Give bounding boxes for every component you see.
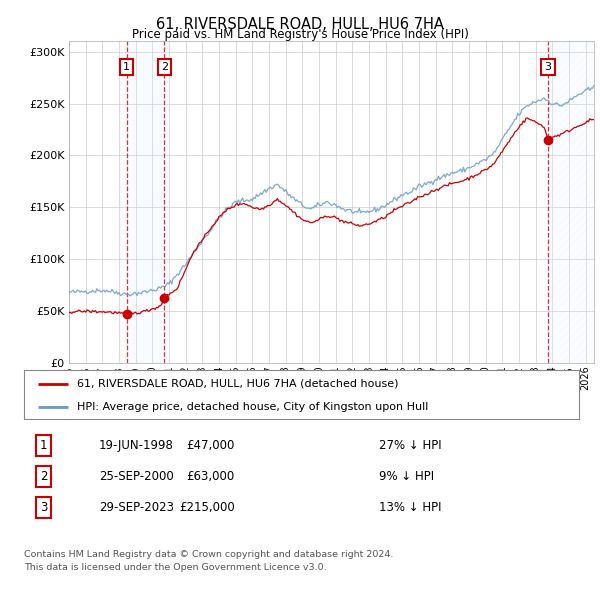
Bar [127, 41, 169, 363]
Text: 2: 2 [40, 470, 47, 483]
Bar [548, 41, 553, 363]
Text: 19-JUN-1998: 19-JUN-1998 [99, 439, 174, 452]
Text: 1: 1 [40, 439, 47, 452]
Text: HPI: Average price, detached house, City of Kingston upon Hull: HPI: Average price, detached house, City… [77, 402, 428, 412]
Text: Price paid vs. HM Land Registry's House Price Index (HPI): Price paid vs. HM Land Registry's House … [131, 28, 469, 41]
Text: £47,000: £47,000 [187, 439, 235, 452]
Text: 9% ↓ HPI: 9% ↓ HPI [379, 470, 434, 483]
Text: 1: 1 [123, 62, 130, 72]
Text: 25-SEP-2000: 25-SEP-2000 [99, 470, 173, 483]
Text: 61, RIVERSDALE ROAD, HULL, HU6 7HA: 61, RIVERSDALE ROAD, HULL, HU6 7HA [156, 17, 444, 31]
Text: 3: 3 [544, 62, 551, 72]
Text: 3: 3 [40, 501, 47, 514]
Text: 61, RIVERSDALE ROAD, HULL, HU6 7HA (detached house): 61, RIVERSDALE ROAD, HULL, HU6 7HA (deta… [77, 379, 398, 389]
Text: Contains HM Land Registry data © Crown copyright and database right 2024.: Contains HM Land Registry data © Crown c… [24, 550, 394, 559]
Text: 29-SEP-2023: 29-SEP-2023 [99, 501, 174, 514]
Bar [553, 41, 594, 363]
Text: 27% ↓ HPI: 27% ↓ HPI [379, 439, 442, 452]
Text: 13% ↓ HPI: 13% ↓ HPI [379, 501, 442, 514]
Text: £63,000: £63,000 [187, 470, 235, 483]
Text: £215,000: £215,000 [179, 501, 235, 514]
Text: This data is licensed under the Open Government Licence v3.0.: This data is licensed under the Open Gov… [24, 563, 326, 572]
Text: 2: 2 [161, 62, 168, 72]
